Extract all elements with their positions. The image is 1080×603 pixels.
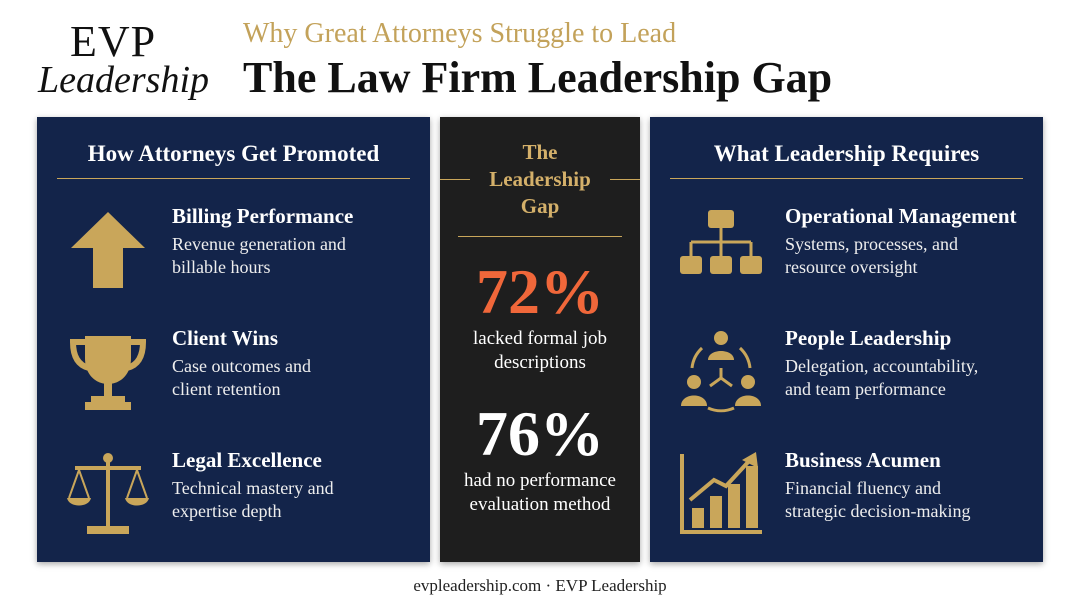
icon — [680, 452, 762, 534]
feature-description: Revenue generation and billable hours — [172, 233, 353, 279]
footer: evpleadership.com · EVP Leadership — [413, 576, 667, 595]
text-line: had no performance — [464, 470, 616, 491]
panel-heading: How Attorneys Get Promoted — [87, 141, 380, 166]
feature-title: Business Acumen — [785, 448, 941, 472]
stat-description: lacked formal job descriptions — [440, 327, 640, 375]
icon — [680, 210, 762, 274]
divider — [610, 179, 640, 180]
text-line: Systems, processes, and — [785, 234, 958, 254]
text-line: Technical mastery and — [172, 478, 334, 498]
text-line: billable hours — [172, 257, 271, 277]
center-panel: The Leadership Gap 72% lacked formal job… — [440, 117, 640, 562]
feature-item: Client Wins Case outcomes and client reten… — [172, 326, 311, 401]
divider — [670, 178, 1023, 179]
feature-description: Technical mastery and expertise depth — [172, 477, 334, 523]
feature-item: Legal Excellence Technical mastery and exp… — [172, 448, 334, 523]
feature-title: Client Wins — [172, 326, 279, 350]
text-line: expertise depth — [172, 501, 282, 521]
logo-top: EVP — [70, 17, 157, 66]
feature-title: People Leadership — [785, 326, 952, 350]
stat-value: 72% — [476, 256, 604, 327]
feature-title: Operational Management — [785, 204, 1017, 228]
text-line: Case outcomes and — [172, 356, 311, 376]
subtitle: Why Great Attorneys Struggle to Lead — [243, 18, 677, 49]
panel-heading: What Leadership Requires — [713, 141, 980, 166]
heading-line: Gap — [520, 194, 560, 218]
icon — [67, 453, 149, 534]
divider — [57, 178, 410, 179]
text-line: evaluation method — [469, 494, 611, 515]
stat-value: 76% — [476, 398, 604, 469]
title: The Law Firm Leadership Gap — [243, 53, 833, 102]
feature-item: Business Acumen Financial fluency and stra… — [785, 448, 970, 523]
text-line: Revenue generation and — [172, 234, 346, 254]
icon — [69, 336, 147, 410]
center-heading: The Leadership Gap — [440, 139, 640, 220]
text-line: Delegation, accountability, — [785, 356, 979, 376]
text-line: descriptions — [494, 352, 586, 373]
left-panel: How Attorneys Get Promoted Billing Perfo… — [37, 117, 430, 562]
heading-line: Leadership — [489, 167, 591, 191]
logo-bottom: Leadership — [38, 59, 209, 101]
feature-title: Billing Performance — [172, 204, 354, 228]
divider — [440, 179, 470, 180]
text-line: strategic decision-making — [785, 501, 971, 521]
feature-item: Billing Performance Revenue generation an… — [172, 204, 353, 279]
text-line: lacked formal job — [472, 328, 607, 349]
feature-item: Operational Management Systems, processes… — [785, 204, 1017, 279]
icon — [71, 212, 145, 288]
heading-line: The — [522, 140, 558, 164]
right-panel: What Leadership Requires Operational Man… — [650, 117, 1043, 562]
text-line: Financial fluency and — [785, 478, 941, 498]
feature-description: Financial fluency and strategic decision-… — [785, 477, 970, 523]
feature-item: People Leadership Delegation, accountabil… — [785, 326, 978, 401]
text-line: client retention — [172, 379, 281, 399]
text-line: resource oversight — [785, 257, 918, 277]
stat-description: had no performance evaluation method — [440, 469, 640, 517]
feature-description: Systems, processes, and resource oversigh… — [785, 233, 1017, 279]
text-line: and team performance — [785, 379, 946, 399]
divider — [458, 236, 622, 237]
icon — [681, 331, 761, 413]
feature-description: Case outcomes and client retention — [172, 355, 311, 401]
feature-title: Legal Excellence — [172, 448, 322, 472]
feature-description: Delegation, accountability, and team perf… — [785, 355, 978, 401]
